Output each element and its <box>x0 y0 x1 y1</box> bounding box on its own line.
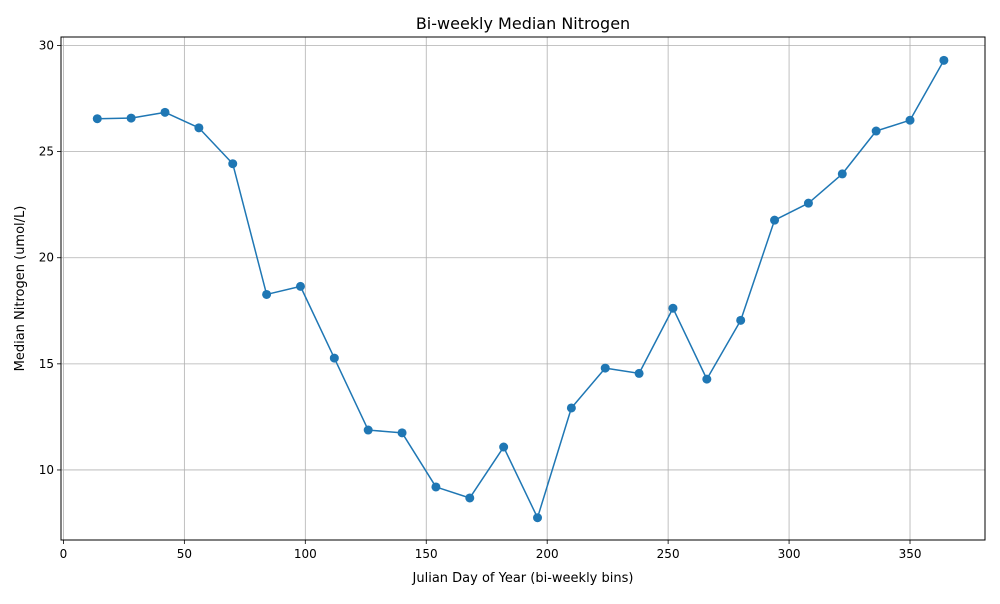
data-point <box>329 353 339 363</box>
y-tick-label: 30 <box>39 38 54 52</box>
data-point <box>533 513 543 523</box>
data-point <box>499 442 509 452</box>
y-tick-label: 15 <box>39 357 54 371</box>
data-point <box>736 315 746 325</box>
y-tick-label: 10 <box>39 463 54 477</box>
data-point <box>262 289 272 299</box>
x-tick-label: 200 <box>536 547 559 561</box>
plot-frame <box>60 36 986 541</box>
data-point <box>939 55 949 65</box>
data-point <box>871 126 881 136</box>
chart-title: Bi-weekly Median Nitrogen <box>416 14 630 33</box>
data-point <box>363 425 373 435</box>
x-tick-label: 0 <box>60 547 68 561</box>
data-point <box>431 482 441 492</box>
data-point <box>126 113 136 123</box>
data-point <box>702 374 712 384</box>
data-point <box>634 368 644 378</box>
data-point <box>194 123 204 133</box>
data-point <box>668 303 678 313</box>
series-line <box>97 59 945 519</box>
x-tick-label: 100 <box>294 547 317 561</box>
data-point <box>770 215 780 225</box>
data-point <box>92 114 102 124</box>
grid <box>61 37 985 540</box>
series <box>92 55 949 523</box>
x-tick-label: 300 <box>778 547 801 561</box>
data-point <box>228 159 238 169</box>
data-point <box>803 198 813 208</box>
x-tick-label: 250 <box>657 547 680 561</box>
data-point <box>905 115 915 125</box>
y-axis-label: Median Nitrogen (umol/L) <box>13 206 28 372</box>
x-tick-label: 150 <box>415 547 438 561</box>
y-tick-label: 20 <box>39 251 54 265</box>
data-point <box>397 428 407 438</box>
x-tick-label: 50 <box>177 547 192 561</box>
y-tick-label: 25 <box>39 145 54 159</box>
x-axis-label: Julian Day of Year (bi-weekly bins) <box>412 571 634 586</box>
data-point <box>160 107 170 117</box>
data-point <box>600 363 610 373</box>
data-point <box>566 403 576 413</box>
axis-ticks: 0 50 100 150 200 250 300 350 10 15 20 25 30 <box>39 38 922 561</box>
data-point <box>295 281 305 291</box>
data-point <box>465 493 475 503</box>
data-point <box>837 169 847 179</box>
x-tick-label: 350 <box>899 547 922 561</box>
